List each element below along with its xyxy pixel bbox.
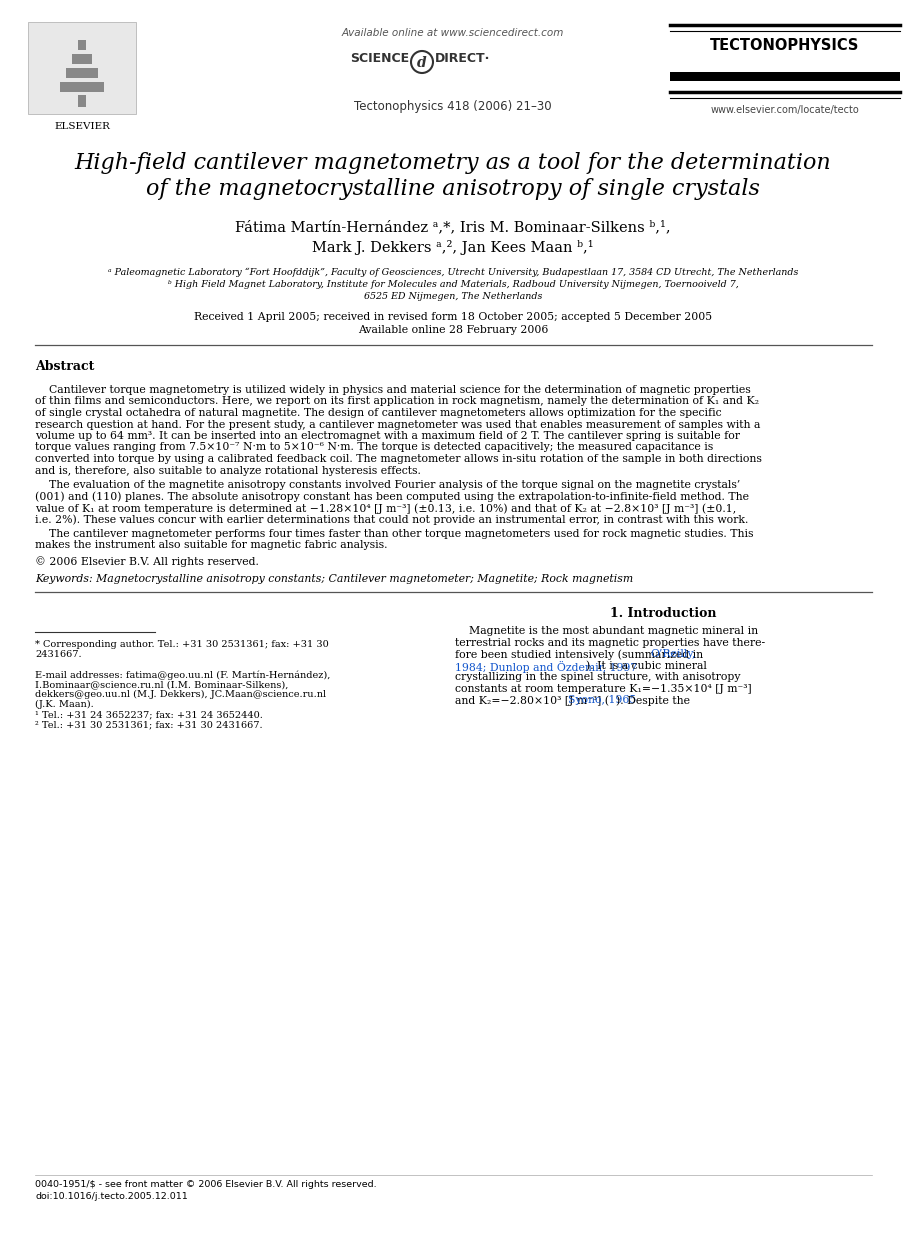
Text: torque values ranging from 7.5×10⁻⁷ N·m to 5×10⁻⁶ N·m. The torque is detected ca: torque values ranging from 7.5×10⁻⁷ N·m … [35,442,713,453]
Text: The cantilever magnetometer performs four times faster than other torque magneto: The cantilever magnetometer performs fou… [35,529,754,539]
Text: terrestrial rocks and its magnetic properties have there-: terrestrial rocks and its magnetic prope… [455,638,766,647]
Text: doi:10.1016/j.tecto.2005.12.011: doi:10.1016/j.tecto.2005.12.011 [35,1192,188,1201]
Text: of single crystal octahedra of natural magnetite. The design of cantilever magne: of single crystal octahedra of natural m… [35,409,722,418]
Text: ² Tel.: +31 30 2531361; fax: +31 30 2431667.: ² Tel.: +31 30 2531361; fax: +31 30 2431… [35,721,263,729]
Text: I.Bominaar@science.ru.nl (I.M. Bominaar-Silkens),: I.Bominaar@science.ru.nl (I.M. Bominaar-… [35,680,288,690]
Text: Cantilever torque magnetometry is utilized widely in physics and material scienc: Cantilever torque magnetometry is utiliz… [35,385,751,395]
Text: Available online 28 February 2006: Available online 28 February 2006 [358,326,548,335]
Bar [28,22,136,114]
Text: ). Despite the: ). Despite the [616,695,690,706]
Text: The evaluation of the magnetite anisotropy constants involved Fourier analysis o: The evaluation of the magnetite anisotro… [35,480,740,490]
Bar [78,95,86,106]
Text: ¹ Tel.: +31 24 3652237; fax: +31 24 3652440.: ¹ Tel.: +31 24 3652237; fax: +31 24 3652… [35,711,263,719]
Text: TECTONOPHYSICS: TECTONOPHYSICS [710,38,860,53]
Text: ᵇ High Field Magnet Laboratory, Institute for Molecules and Materials, Radboud U: ᵇ High Field Magnet Laboratory, Institut… [168,280,738,288]
Text: Mark J. Dekkers ᵃ,², Jan Kees Maan ᵇ,¹: Mark J. Dekkers ᵃ,², Jan Kees Maan ᵇ,¹ [312,240,594,255]
Text: 0040-1951/$ - see front matter © 2006 Elsevier B.V. All rights reserved.: 0040-1951/$ - see front matter © 2006 El… [35,1180,376,1188]
Bar [670,72,900,80]
Text: High-field cantilever magnetometry as a tool for the determination: High-field cantilever magnetometry as a … [74,152,832,175]
Bar [66,68,98,78]
Text: Tectonophysics 418 (2006) 21–30: Tectonophysics 418 (2006) 21–30 [355,100,551,113]
Text: research question at hand. For the present study, a cantilever magnetometer was : research question at hand. For the prese… [35,420,760,430]
Text: www.elsevier.com/locate/tecto: www.elsevier.com/locate/tecto [710,105,859,115]
Text: of thin films and semiconductors. Here, we report on its first application in ro: of thin films and semiconductors. Here, … [35,396,759,406]
Text: SCIENCE: SCIENCE [350,52,409,66]
Text: dekkers@geo.uu.nl (M.J. Dekkers), JC.Maan@science.ru.nl: dekkers@geo.uu.nl (M.J. Dekkers), JC.Maa… [35,690,327,699]
Text: * Corresponding author. Tel.: +31 30 2531361; fax: +31 30: * Corresponding author. Tel.: +31 30 253… [35,640,328,649]
Text: converted into torque by using a calibrated feedback coil. The magnetometer allo: converted into torque by using a calibra… [35,454,762,464]
Text: E-mail addresses: fatima@geo.uu.nl (F. Martín-Hernández),: E-mail addresses: fatima@geo.uu.nl (F. M… [35,670,330,680]
Text: volume up to 64 mm³. It can be inserted into an electromagnet with a maximum fie: volume up to 64 mm³. It can be inserted … [35,431,740,441]
Text: Received 1 April 2005; received in revised form 18 October 2005; accepted 5 Dece: Received 1 April 2005; received in revis… [194,312,712,322]
Text: value of K₁ at room temperature is determined at −1.28×10⁴ [J m⁻³] (±0.13, i.e. : value of K₁ at room temperature is deter… [35,503,736,514]
Text: ᵃ Paleomagnetic Laboratory “Fort Hoofddijk”, Faculty of Geosciences, Utrecht Uni: ᵃ Paleomagnetic Laboratory “Fort Hoofddi… [108,267,798,277]
Text: © 2006 Elsevier B.V. All rights reserved.: © 2006 Elsevier B.V. All rights reserved… [35,556,258,567]
Text: O’Reilly,: O’Reilly, [650,649,697,659]
Text: 2431667.: 2431667. [35,650,82,659]
Text: and K₂=−2.80×10³ [J m⁻³] (: and K₂=−2.80×10³ [J m⁻³] ( [455,695,610,706]
Text: ). It is a cubic mineral: ). It is a cubic mineral [586,661,707,671]
Text: Magnetite is the most abundant magnetic mineral in: Magnetite is the most abundant magnetic … [455,626,758,636]
Text: fore been studied intensively (summarized in: fore been studied intensively (summarize… [455,649,707,660]
Text: i.e. 2%). These values concur with earlier determinations that could not provide: i.e. 2%). These values concur with earli… [35,515,748,525]
Text: makes the instrument also suitable for magnetic fabric analysis.: makes the instrument also suitable for m… [35,541,387,551]
Text: and is, therefore, also suitable to analyze rotational hysteresis effects.: and is, therefore, also suitable to anal… [35,465,421,475]
Text: 6525 ED Nijmegen, The Netherlands: 6525 ED Nijmegen, The Netherlands [364,292,542,301]
Text: constants at room temperature K₁=−1.35×10⁴ [J m⁻³]: constants at room temperature K₁=−1.35×1… [455,683,752,693]
Bar [72,54,92,64]
Text: 1984; Dunlop and Özdemir, 1997: 1984; Dunlop and Özdemir, 1997 [455,661,638,672]
Text: Abstract: Abstract [35,360,94,373]
Text: of the magnetocrystalline anisotropy of single crystals: of the magnetocrystalline anisotropy of … [146,178,760,201]
Text: (001) and (110) planes. The absolute anisotropy constant has been computed using: (001) and (110) planes. The absolute ani… [35,491,749,503]
Bar [60,82,104,92]
Text: Keywords: Magnetocrystalline anisotropy constants; Cantilever magnetometer; Magn: Keywords: Magnetocrystalline anisotropy … [35,574,633,584]
Text: (J.K. Maan).: (J.K. Maan). [35,699,93,709]
Text: 1. Introduction: 1. Introduction [610,607,717,620]
Text: Syono, 1965: Syono, 1965 [568,695,637,704]
Bar [78,40,86,50]
Text: Available online at www.sciencedirect.com: Available online at www.sciencedirect.co… [342,28,564,38]
Text: Fátima Martín-Hernández ᵃ,*, Iris M. Bominaar-Silkens ᵇ,¹,: Fátima Martín-Hernández ᵃ,*, Iris M. Bom… [235,220,671,234]
Text: DIRECT·: DIRECT· [435,52,491,66]
Text: d: d [417,56,427,71]
Text: crystallizing in the spinel structure, with anisotropy: crystallizing in the spinel structure, w… [455,672,740,682]
Text: ELSEVIER: ELSEVIER [54,123,110,131]
